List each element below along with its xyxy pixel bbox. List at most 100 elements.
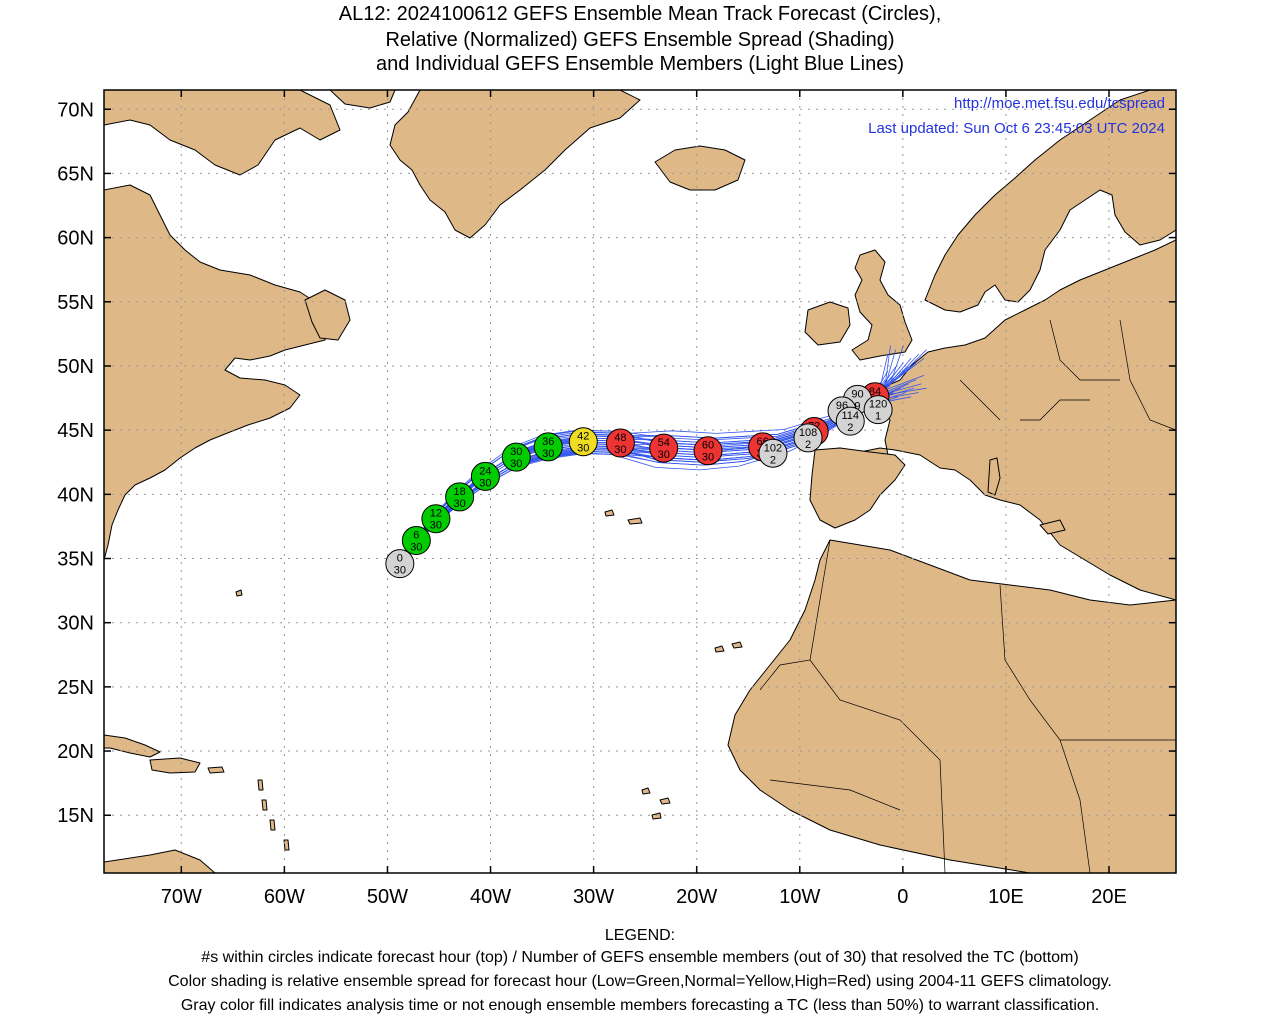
lon-label: 60W [264, 886, 305, 908]
forecast-hour-label: 48 [614, 432, 626, 444]
member-count-label: 30 [702, 452, 714, 464]
member-count-label: 30 [479, 477, 491, 489]
mean-track-circles: 0306301230183024303030363042304830543060… [385, 382, 893, 579]
lat-label: 60N [57, 228, 94, 250]
forecast-hour-label: 54 [658, 437, 670, 449]
forecast-hour-label: 120 [869, 399, 887, 411]
land-layer [104, 90, 1176, 873]
member-count-label: 30 [410, 542, 422, 554]
bermuda-island [235, 589, 243, 597]
lat-label: 50N [57, 356, 94, 378]
track-circle [758, 438, 788, 468]
graticule-grid [104, 90, 1176, 873]
iceland-island [654, 145, 746, 191]
chart-title-line-3: and Individual GEFS Ensemble Members (Li… [375, 53, 905, 75]
track-circle [835, 406, 865, 436]
lesser-antilles-islands [257, 779, 290, 851]
track-point: 630 [401, 526, 431, 556]
greenland-landmass [389, 90, 641, 239]
forecast-hour-label: 0 [397, 553, 403, 565]
country-borders [759, 319, 1176, 873]
lon-label: 70W [161, 886, 202, 908]
member-count-label: 2 [770, 454, 776, 466]
forecast-hour-label: 24 [479, 465, 491, 477]
scandinavia-landmass [924, 90, 1176, 313]
legend-line-1: #s within circles indicate forecast hour… [201, 949, 1079, 966]
forecast-hour-label: 18 [453, 486, 465, 498]
forecast-hour-label: 42 [577, 431, 589, 443]
forecast-hour-label: 12 [430, 508, 442, 520]
forecast-hour-label: 36 [542, 436, 554, 448]
africa-landmass [727, 539, 1176, 873]
iberia-peninsula [809, 447, 906, 529]
lon-label: 0 [897, 886, 908, 908]
member-count-label: 2 [847, 422, 853, 434]
great-britain-island [851, 249, 913, 361]
lon-label: 30W [573, 886, 614, 908]
lat-label: 35N [57, 549, 94, 571]
newfoundland-island [304, 289, 351, 341]
forecast-hour-label: 108 [799, 427, 817, 439]
lat-label: 55N [57, 292, 94, 314]
track-circle [501, 442, 531, 472]
chart-title-line-2: Relative (Normalized) GEFS Ensemble Spre… [385, 29, 895, 51]
member-count-label: 30 [394, 565, 406, 577]
ireland-island [804, 301, 851, 346]
puerto-rico-island [207, 766, 225, 774]
map-frame [103, 89, 1177, 874]
track-circle [605, 428, 635, 458]
member-count-label: 1 [875, 411, 881, 423]
lat-label: 65N [57, 163, 94, 185]
sicily-island [1039, 519, 1066, 535]
track-circle [533, 432, 563, 462]
baffin-island [104, 90, 341, 176]
lat-label: 20N [57, 741, 94, 763]
member-count-label: 30 [614, 444, 626, 456]
member-count-label: 30 [430, 520, 442, 532]
track-point: 030 [385, 549, 415, 579]
track-circle [568, 427, 598, 457]
forecast-hour-label: 90 [851, 388, 863, 400]
hispaniola-island [149, 757, 201, 774]
azores-islands [604, 509, 643, 525]
member-count-label: 30 [453, 498, 465, 510]
forecast-hour-label: 114 [842, 410, 860, 422]
track-circle [385, 549, 415, 579]
forecast-hour-label: 6 [413, 530, 419, 542]
last-updated: Last updated: Sun Oct 6 23:45:03 UTC 202… [868, 120, 1165, 137]
north-america-landmass [104, 184, 331, 561]
lat-label: 40N [57, 484, 94, 506]
track-circle [863, 395, 893, 425]
lon-label: 40W [470, 886, 511, 908]
lon-label: 50W [367, 886, 408, 908]
lat-label: 25N [57, 677, 94, 699]
corsica-sardinia-islands [987, 457, 1001, 496]
lon-label: 10W [779, 886, 820, 908]
member-count-label: 30 [542, 448, 554, 460]
lat-label: 15N [57, 805, 94, 827]
canary-islands [714, 641, 743, 653]
member-count-label: 30 [577, 443, 589, 455]
lon-label: 10E [988, 886, 1024, 908]
source-url[interactable]: http://moe.met.fsu.edu/tcspread [954, 95, 1165, 112]
member-count-label: 30 [658, 449, 670, 461]
track-circle [401, 526, 431, 556]
member-count-label: 2 [805, 439, 811, 451]
track-circle [793, 423, 823, 453]
lon-label: 20W [676, 886, 717, 908]
forecast-hour-label: 102 [764, 442, 782, 454]
lat-label: 45N [57, 420, 94, 442]
lat-label: 70N [57, 99, 94, 121]
ellesmere-island [329, 90, 396, 109]
track-circle [649, 433, 679, 463]
